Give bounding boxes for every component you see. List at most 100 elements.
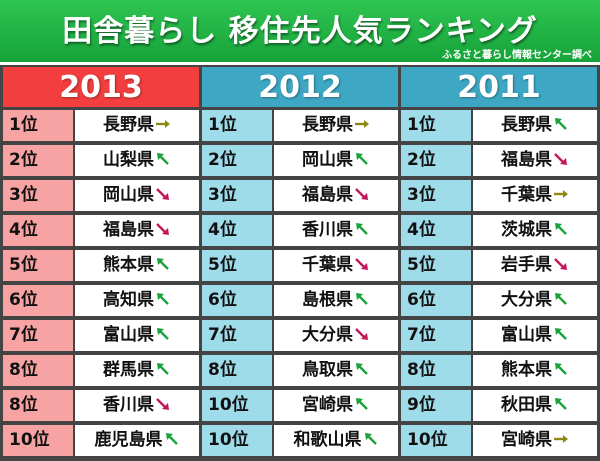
rank-label: 9位 bbox=[401, 389, 471, 421]
prefecture-name: 長野県 bbox=[302, 115, 353, 135]
rank-label: 6位 bbox=[401, 284, 471, 317]
rank-label: 3位 bbox=[3, 179, 73, 212]
trend-up-arrow-icon bbox=[555, 222, 567, 235]
prefecture-cell: 大分県 bbox=[473, 284, 597, 317]
prefecture-cell: 宮崎県 bbox=[473, 424, 597, 456]
prefecture-cell: 島根県 bbox=[274, 284, 398, 317]
year-header-2012: 2012 bbox=[202, 67, 398, 107]
prefecture-name: 富山県 bbox=[103, 324, 154, 345]
prefecture-cell: 岩手県 bbox=[473, 249, 597, 282]
rank-label: 2位 bbox=[202, 144, 272, 177]
prefecture-name: 香川県 bbox=[103, 394, 154, 415]
prefecture-cell: 富山県 bbox=[473, 319, 597, 352]
trend-down-arrow-icon bbox=[156, 188, 169, 200]
trend-same-arrow-icon bbox=[554, 434, 568, 443]
rank-label: 1位 bbox=[401, 110, 471, 142]
rank-label: 8位 bbox=[401, 354, 471, 387]
trend-up-arrow-icon bbox=[356, 222, 368, 235]
trend-down-arrow-icon bbox=[355, 188, 368, 200]
prefecture-name: 長野県 bbox=[103, 115, 154, 135]
prefecture-name: 千葉県 bbox=[501, 184, 552, 205]
prefecture-name: 島根県 bbox=[302, 289, 353, 310]
trend-up-arrow-icon bbox=[157, 292, 169, 305]
prefecture-name: 長野県 bbox=[501, 115, 552, 135]
rank-label: 10位 bbox=[202, 389, 272, 421]
prefecture-cell: 長野県 bbox=[75, 110, 199, 142]
prefecture-name: 茨城県 bbox=[501, 219, 552, 240]
prefecture-cell: 鹿児島県 bbox=[75, 424, 199, 456]
prefecture-cell: 秋田県 bbox=[473, 389, 597, 421]
prefecture-cell: 熊本県 bbox=[473, 354, 597, 387]
prefecture-cell: 熊本県 bbox=[75, 249, 199, 282]
trend-up-arrow-icon bbox=[157, 257, 169, 270]
prefecture-name: 福島県 bbox=[302, 184, 353, 205]
prefecture-name: 宮崎県 bbox=[302, 394, 353, 415]
prefecture-name: 群馬県 bbox=[103, 359, 154, 380]
prefecture-cell: 長野県 bbox=[274, 110, 398, 142]
trend-same-arrow-icon bbox=[554, 189, 568, 198]
rank-label: 2位 bbox=[3, 144, 73, 177]
prefecture-cell: 千葉県 bbox=[473, 179, 597, 212]
prefecture-name: 岩手県 bbox=[501, 254, 552, 275]
rank-label: 7位 bbox=[3, 319, 73, 352]
trend-up-arrow-icon bbox=[157, 152, 169, 165]
trend-down-arrow-icon bbox=[156, 222, 169, 235]
trend-down-arrow-icon bbox=[554, 153, 567, 165]
rank-label: 1位 bbox=[202, 110, 272, 142]
trend-up-arrow-icon bbox=[555, 292, 567, 305]
trend-up-arrow-icon bbox=[356, 362, 368, 375]
year-header-2011: 2011 bbox=[401, 67, 597, 107]
rank-label: 6位 bbox=[202, 284, 272, 317]
prefecture-cell: 岡山県 bbox=[75, 179, 199, 212]
trend-down-arrow-icon bbox=[355, 327, 368, 340]
rank-label: 8位 bbox=[202, 354, 272, 387]
rank-label: 10位 bbox=[202, 424, 272, 456]
trend-up-arrow-icon bbox=[555, 118, 567, 130]
prefecture-cell: 山梨県 bbox=[75, 144, 199, 177]
prefecture-cell: 高知県 bbox=[75, 284, 199, 317]
prefecture-name: 熊本県 bbox=[501, 359, 552, 380]
year-header-2013: 2013 bbox=[3, 67, 199, 107]
prefecture-name: 高知県 bbox=[103, 289, 154, 310]
prefecture-name: 山梨県 bbox=[103, 149, 154, 170]
prefecture-name: 福島県 bbox=[103, 219, 154, 240]
rank-label: 5位 bbox=[3, 249, 73, 282]
prefecture-cell: 大分県 bbox=[274, 319, 398, 352]
prefecture-cell: 長野県 bbox=[473, 110, 597, 142]
rank-label: 4位 bbox=[401, 214, 471, 247]
prefecture-cell: 香川県 bbox=[274, 214, 398, 247]
prefecture-cell: 群馬県 bbox=[75, 354, 199, 387]
trend-up-arrow-icon bbox=[356, 397, 368, 410]
trend-up-arrow-icon bbox=[555, 327, 567, 340]
prefecture-cell: 福島県 bbox=[274, 179, 398, 212]
prefecture-name: 千葉県 bbox=[302, 254, 353, 275]
rank-label: 8位 bbox=[3, 389, 73, 421]
prefecture-cell: 富山県 bbox=[75, 319, 199, 352]
trend-up-arrow-icon bbox=[356, 292, 368, 305]
ranking-table: 2013 1位 長野県 2位 山梨県 3位 岡山県 4位 福島県 5位 熊本県 6位 高知県 7位 富山県 8… bbox=[0, 65, 600, 461]
prefecture-name: 岡山県 bbox=[103, 184, 154, 205]
rank-label: 6位 bbox=[3, 284, 73, 317]
prefecture-name: 宮崎県 bbox=[501, 429, 552, 450]
prefecture-cell: 鳥取県 bbox=[274, 354, 398, 387]
trend-up-arrow-icon bbox=[157, 327, 169, 340]
trend-up-arrow-icon bbox=[165, 432, 178, 445]
prefecture-name: 大分県 bbox=[501, 289, 552, 310]
prefecture-cell: 岡山県 bbox=[274, 144, 398, 177]
prefecture-name: 香川県 bbox=[302, 219, 353, 240]
trend-down-arrow-icon bbox=[554, 257, 567, 270]
trend-same-arrow-icon bbox=[156, 120, 170, 128]
prefecture-name: 岡山県 bbox=[302, 149, 353, 170]
rank-label: 3位 bbox=[401, 179, 471, 212]
prefecture-name: 鹿児島県 bbox=[94, 429, 163, 450]
rank-label: 2位 bbox=[401, 144, 471, 177]
prefecture-name: 富山県 bbox=[501, 324, 552, 345]
trend-up-arrow-icon bbox=[555, 362, 567, 375]
rank-label: 3位 bbox=[202, 179, 272, 212]
rank-label: 4位 bbox=[3, 214, 73, 247]
trend-down-arrow-icon bbox=[156, 397, 169, 410]
rank-label: 7位 bbox=[401, 319, 471, 352]
prefecture-cell: 福島県 bbox=[473, 144, 597, 177]
prefecture-name: 熊本県 bbox=[103, 254, 154, 275]
trend-same-arrow-icon bbox=[355, 120, 369, 128]
